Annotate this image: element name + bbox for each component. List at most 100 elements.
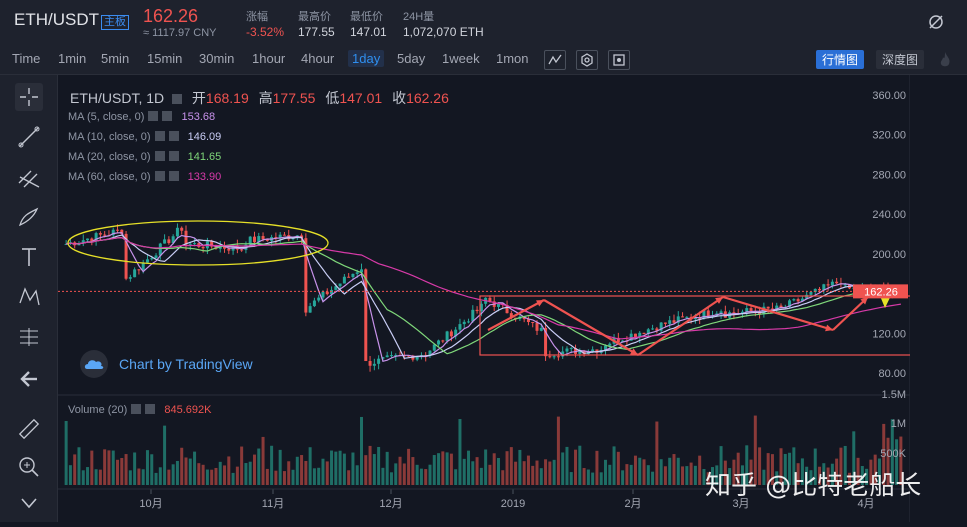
volume-bar: [77, 447, 81, 485]
volume-bar: [621, 470, 625, 485]
tf-1week[interactable]: 1week: [442, 51, 480, 66]
time-axis-label: 10月: [139, 498, 162, 510]
candle-body: [805, 294, 809, 299]
volume-bar: [98, 469, 102, 485]
ma20-settings-icon[interactable]: [154, 151, 165, 161]
fib-lines-icon[interactable]: [15, 163, 43, 191]
ma60-settings-icon[interactable]: [154, 171, 165, 181]
brush-icon[interactable]: [15, 203, 43, 231]
volume-bar: [428, 464, 432, 485]
indicator-icon[interactable]: [544, 50, 566, 70]
ma20-label: MA (20, close, 0): [68, 151, 151, 163]
tf-1mon[interactable]: 1mon: [496, 51, 529, 66]
time-axis-label: 2019: [501, 498, 525, 510]
tf-1min[interactable]: 1min: [58, 51, 87, 66]
volume-bar: [719, 446, 723, 485]
ma20-close-icon[interactable]: [168, 151, 179, 161]
volume-bar: [445, 452, 449, 485]
back-arrow-icon[interactable]: [15, 365, 43, 393]
candle-body: [552, 356, 556, 358]
candle-body: [766, 306, 770, 309]
candle-body: [509, 313, 513, 318]
candle-body: [248, 236, 252, 245]
tf-30min[interactable]: 30min: [199, 51, 235, 66]
ruler-icon[interactable]: [15, 415, 43, 443]
ma5-settings-icon[interactable]: [148, 111, 159, 121]
timeframe-toolbar: Time 1min 5min 15min 30min 1hour 4hour 1…: [0, 46, 967, 75]
time-axis-label: 4月: [857, 498, 874, 510]
volume-bar: [766, 453, 770, 485]
ma10-close-icon[interactable]: [168, 131, 179, 141]
legend-settings-icon[interactable]: [172, 94, 183, 104]
zoom-in-icon[interactable]: [15, 453, 43, 481]
candle-body: [81, 240, 85, 244]
volume-bar: [758, 447, 762, 485]
volume-axis-label: 1M: [891, 418, 906, 430]
candle-body: [843, 284, 847, 286]
tf-4hour[interactable]: 4hour: [301, 51, 335, 66]
screenshot-icon[interactable]: [608, 50, 630, 70]
measure-icon[interactable]: [15, 323, 43, 351]
candle-body: [347, 276, 351, 278]
candle-body: [145, 259, 149, 263]
price-axis-label: 320.00: [872, 130, 906, 142]
ma5-close-icon[interactable]: [162, 111, 173, 121]
volume-bar: [890, 419, 894, 485]
volume-bar: [788, 452, 792, 485]
market-view-button[interactable]: 行情图: [816, 50, 865, 69]
candle-body: [621, 340, 625, 343]
text-tool-icon[interactable]: [15, 243, 43, 271]
candle-body: [591, 349, 595, 352]
volume-bar: [723, 460, 727, 485]
volume-bar: [877, 458, 881, 485]
volume-bar: [603, 459, 607, 485]
last-price-tag: [853, 284, 908, 299]
volume-bar: [822, 463, 826, 485]
volume-bar: [535, 460, 539, 485]
volume-bar: [582, 468, 586, 485]
volume-label: Volume (20): [68, 404, 128, 416]
candle-body: [407, 355, 411, 357]
volume-close-icon[interactable]: [145, 404, 156, 414]
candle-body: [227, 248, 231, 251]
trend-line-icon[interactable]: [15, 123, 43, 151]
candle-body: [210, 241, 214, 247]
tf-1day[interactable]: 1day: [348, 50, 385, 67]
volume-bar: [261, 436, 265, 485]
volume-bar: [565, 446, 569, 485]
hide-eye-icon[interactable]: [927, 13, 945, 31]
ma60-close-icon[interactable]: [168, 171, 179, 181]
chart-pane[interactable]: 360.00 320.00 280.00 240.00 200.00 162.26 120.…: [58, 75, 912, 522]
tf-5min[interactable]: 5min: [101, 51, 130, 66]
candle-body: [813, 288, 817, 293]
candle-body: [454, 329, 458, 337]
settings-icon[interactable]: [576, 50, 598, 70]
volume-bar: [642, 459, 646, 485]
volume-bar: [171, 464, 175, 485]
tf-1hour[interactable]: 1hour: [252, 51, 286, 66]
volume-bar: [574, 449, 578, 485]
volume-bar: [586, 469, 590, 485]
crosshair-icon[interactable]: [15, 83, 43, 111]
volume-bar: [770, 454, 774, 485]
symbol-name[interactable]: ETH/USDT: [14, 10, 99, 29]
price-chart[interactable]: 360.00 320.00 280.00 240.00 200.00 162.26 120.…: [58, 75, 912, 522]
candle-body: [86, 238, 90, 241]
pattern-icon[interactable]: [15, 283, 43, 311]
magnet-icon[interactable]: [15, 491, 43, 519]
candle-body: [415, 356, 419, 360]
volume-settings-icon[interactable]: [131, 404, 142, 414]
tradingview-credit[interactable]: Chart by TradingView: [119, 356, 253, 372]
candle-body: [544, 327, 548, 357]
volume-bar: [432, 455, 436, 485]
ma10-line: [65, 234, 901, 359]
tf-5day[interactable]: 5day: [397, 51, 426, 66]
tf-15min[interactable]: 15min: [147, 51, 183, 66]
depth-view-button[interactable]: 深度图: [876, 50, 925, 69]
ma10-settings-icon[interactable]: [154, 131, 165, 141]
volume-bar: [265, 468, 269, 485]
volume-bar: [128, 470, 132, 485]
ohlc-low-value: 147.01: [339, 90, 383, 106]
tf-time[interactable]: Time: [12, 51, 41, 66]
candle-body: [141, 262, 145, 271]
